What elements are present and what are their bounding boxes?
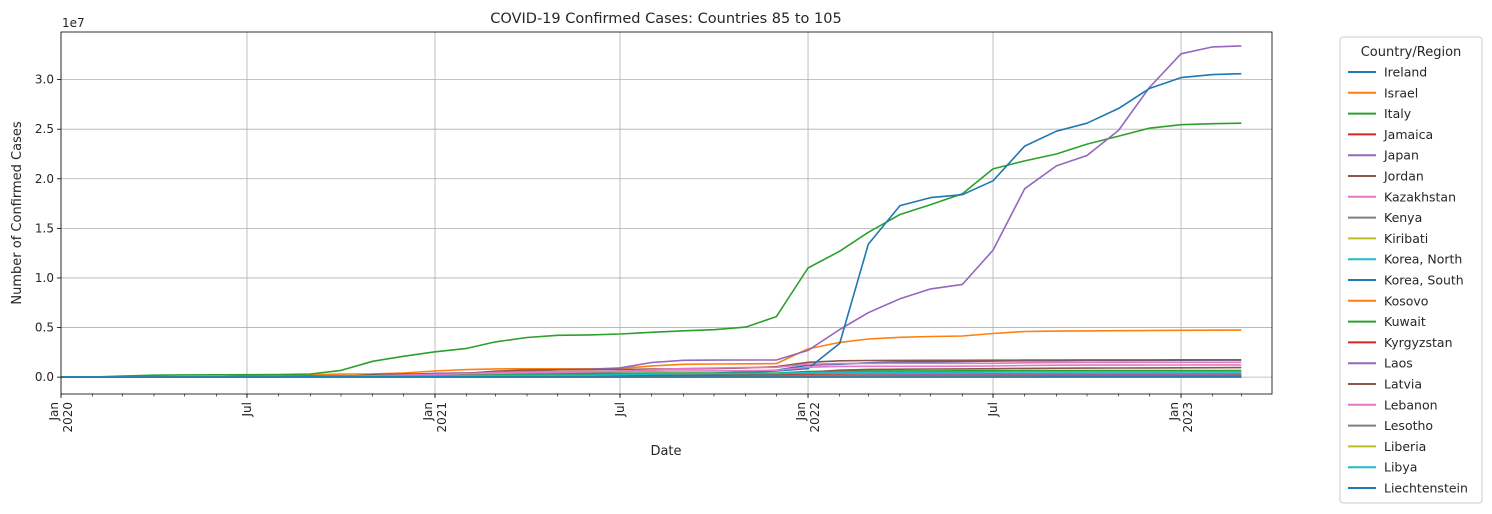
legend-label: Liberia [1384, 439, 1426, 454]
y-tick-label: 0.5 [35, 321, 54, 335]
x-tick-label: Jan2022 [794, 402, 822, 433]
y-axis-label: Number of Confirmed Cases [10, 121, 25, 304]
grid [60, 32, 1272, 394]
legend-label: Kosovo [1384, 293, 1428, 308]
y-tick-label: 2.0 [35, 172, 54, 186]
plot-frame [60, 31, 1273, 395]
legend-label: Korea, North [1384, 252, 1462, 267]
legend-label: Libya [1384, 460, 1417, 475]
legend-label: Kuwait [1384, 314, 1426, 329]
legend-label: Liechtenstein [1384, 481, 1468, 496]
legend-label: Israel [1384, 85, 1418, 100]
legend-label: Kenya [1384, 210, 1422, 225]
series-line-italy [61, 122, 1242, 378]
legend-label: Jordan [1383, 169, 1424, 184]
legend-label: Kiribati [1384, 231, 1428, 246]
y-tick-label: 1.0 [35, 271, 54, 285]
legend-label: Ireland [1384, 65, 1427, 80]
legend-label: Lesotho [1384, 418, 1433, 433]
chart-title: COVID-19 Confirmed Cases: Countries 85 t… [490, 11, 841, 27]
legend-frame [1339, 36, 1483, 504]
x-axis-label: Date [650, 444, 681, 459]
x-tick-label: Jan2021 [421, 402, 449, 433]
legend-label: Jamaica [1383, 127, 1433, 142]
legend-label: Kazakhstan [1384, 189, 1456, 204]
legend-label: Italy [1384, 106, 1412, 121]
y-tick-label: 0.0 [35, 370, 54, 384]
y-axis: 0.0 0.5 1.0 1.5 2.0 2.5 3.0 [35, 73, 61, 384]
legend-label: Laos [1384, 356, 1413, 371]
y-offset-label: 1e7 [62, 16, 85, 30]
y-tick-label: 2.5 [35, 122, 54, 136]
legend-label: Latvia [1384, 377, 1422, 392]
x-tick-label: Jul [613, 402, 627, 417]
x-tick-label: Jan2020 [47, 402, 75, 433]
x-tick-label: Jul [986, 402, 1000, 417]
x-axis: Jan2020 Jul Jan2021 Jul Jan2022 Jul Jan2023 [47, 394, 1242, 433]
x-tick-label: Jan2023 [1167, 402, 1195, 433]
legend-label: Kyrgyzstan [1384, 335, 1453, 350]
legend-title: Country/Region [1361, 45, 1462, 60]
legend: Country/Region Ireland Israel Italy Jamaica… [1339, 36, 1483, 504]
x-tick-label: Jul [240, 402, 254, 417]
legend-label: Korea, South [1384, 273, 1464, 288]
y-tick-label: 3.0 [35, 73, 54, 87]
series-layer [61, 45, 1242, 378]
legend-label: Japan [1383, 148, 1419, 163]
y-tick-label: 1.5 [35, 221, 54, 235]
legend-label: Lebanon [1384, 397, 1438, 412]
